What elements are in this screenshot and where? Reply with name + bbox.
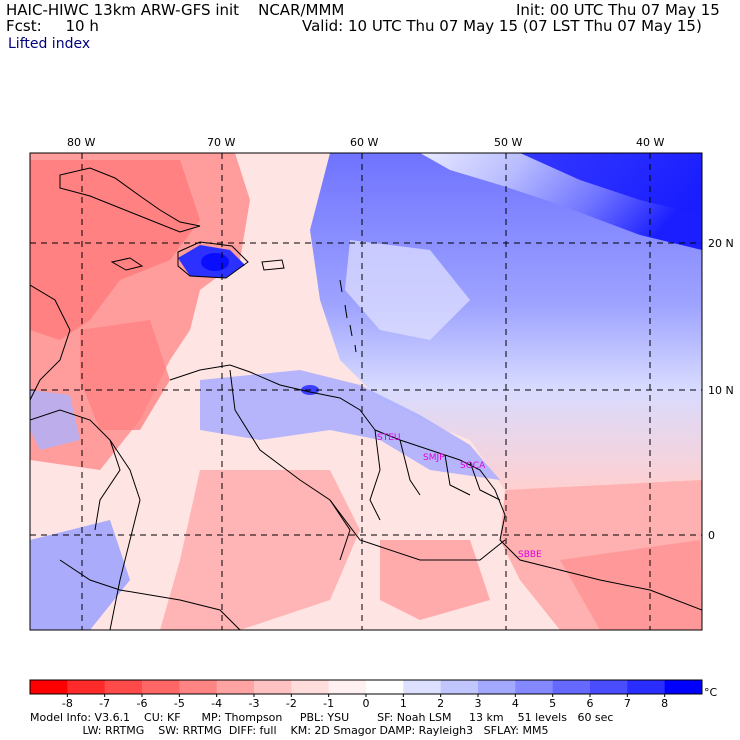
colorbar-tick-label: 4	[512, 697, 519, 710]
lon-label: 70 W	[207, 136, 235, 149]
lat-label: 10 N	[708, 384, 734, 397]
forecast-hour: Fcst: 10 h	[6, 17, 99, 35]
colorbar-swatch	[216, 680, 255, 694]
lon-label: 60 W	[350, 136, 378, 149]
colorbar-swatch	[664, 680, 703, 694]
colorbar-tick-label: -4	[211, 697, 222, 710]
lon-label: 80 W	[67, 136, 95, 149]
colorbar-swatch	[291, 680, 330, 694]
colorbar-swatch	[552, 680, 591, 694]
colorbar-swatch	[328, 680, 367, 694]
colorbar-tick-label: 7	[624, 697, 631, 710]
colorbar-swatch	[104, 680, 143, 694]
model-info-line2: LW: RRTMG SW: RRTMG DIFF: full KM: 2D Sm…	[30, 724, 549, 737]
lifted-index-field	[30, 153, 702, 630]
colorbar-swatch	[366, 680, 404, 694]
colorbar-swatch	[590, 680, 628, 694]
colorbar-tick-label: -2	[286, 697, 297, 710]
colorbar-tick-label: -6	[137, 697, 148, 710]
colorbar-tick-label: -7	[99, 697, 110, 710]
colorbar-tick-label: -1	[323, 697, 334, 710]
valid-time: Valid: 10 UTC Thu 07 May 15 (07 LST Thu …	[302, 17, 702, 35]
colorbar-swatch	[30, 680, 68, 694]
colorbar-tick-label: 6	[587, 697, 594, 710]
lon-label: 50 W	[494, 136, 522, 149]
plot-frame	[29, 152, 703, 631]
colorbar-unit: °C	[704, 686, 718, 699]
colorbar-swatch	[254, 680, 292, 694]
station-label: STEU	[377, 433, 400, 443]
colorbar-swatch	[179, 680, 218, 694]
colorbar-tick-label: 2	[437, 697, 444, 710]
station-label: SBBE	[518, 550, 542, 560]
coastlines	[30, 167, 702, 630]
model-info-line1: Model Info: V3.6.1 CU: KF MP: Thompson P…	[30, 711, 614, 724]
lat-label: 20 N	[708, 237, 734, 250]
colorbar-swatch	[515, 680, 554, 694]
model-title: HAIC-HIWC 13km ARW-GFS init NCAR/MMM	[6, 1, 345, 19]
colorbar-swatch	[440, 680, 479, 694]
colorbar: -8 -7 -6 -5 -4 -3 -2 -1 0 1 2 3 4 5 6 7 8 °C	[29, 679, 718, 710]
colorbar-tick-label: 8	[661, 697, 668, 710]
colorbar-swatch	[627, 680, 666, 694]
colorbar-tick-label: -8	[62, 697, 73, 710]
station-label: SOCA	[460, 461, 486, 471]
colorbar-swatch	[142, 680, 180, 694]
station-label: SMJP	[423, 453, 445, 463]
colorbar-tick-label: 3	[475, 697, 482, 710]
colorbar-swatch	[403, 680, 442, 694]
colorbar-swatch	[67, 680, 106, 694]
colorbar-tick-label: 5	[549, 697, 556, 710]
lon-label: 40 W	[636, 136, 664, 149]
colorbar-tick-label: -5	[174, 697, 185, 710]
field-name: Lifted index	[8, 36, 91, 52]
colorbar-tick-label: 1	[400, 697, 407, 710]
init-time: Init: 00 UTC Thu 07 May 15	[516, 1, 720, 19]
colorbar-tick-label: -3	[249, 697, 260, 710]
colorbar-swatch	[478, 680, 516, 694]
lat-label: 0	[708, 529, 715, 542]
graticule	[30, 153, 702, 630]
colorbar-tick-label: 0	[363, 697, 370, 710]
